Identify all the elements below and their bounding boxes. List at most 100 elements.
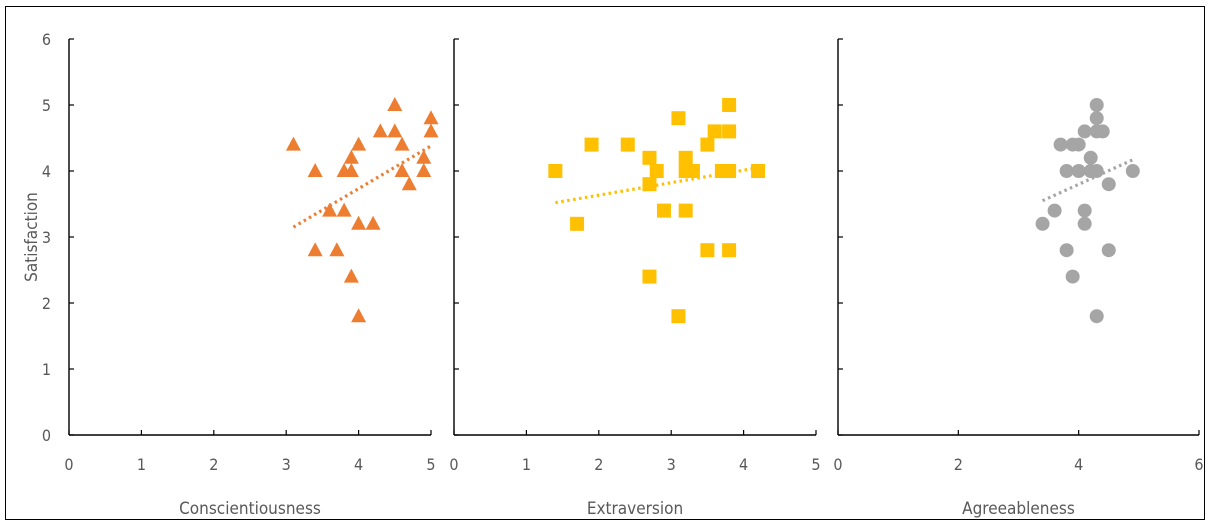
data-point (343, 163, 359, 177)
data-point (722, 124, 737, 139)
x-tick-label: 1 (137, 455, 146, 474)
data-point (307, 242, 323, 257)
data-point (1083, 150, 1098, 165)
data-point (1035, 216, 1050, 231)
data-point (336, 202, 352, 217)
trendline (1041, 158, 1134, 203)
data-point (322, 202, 338, 217)
x-tick-label: 4 (354, 455, 363, 474)
data-point (1047, 203, 1062, 218)
x-tick-label: 4 (1074, 455, 1083, 474)
panel-agreeableness: 0 2 4 6 Agreeableness (833, 38, 1204, 519)
data-point (1089, 164, 1104, 178)
data-point (285, 136, 301, 151)
data-point (570, 216, 585, 231)
data-point (1077, 203, 1092, 218)
data-point (671, 309, 686, 324)
chart-border (5, 6, 1205, 520)
data-point (678, 150, 693, 165)
x-tick-label: 4 (739, 455, 748, 474)
data-point (1059, 164, 1074, 178)
data-point (423, 110, 439, 125)
data-point (1089, 98, 1104, 112)
data-point (401, 176, 417, 191)
data-point (351, 215, 367, 230)
data-point (671, 111, 686, 126)
data-point (416, 149, 432, 164)
data-point (1125, 164, 1140, 178)
data-point (700, 243, 715, 258)
data-point (707, 124, 722, 139)
x-axis-label: Conscientiousness (179, 499, 321, 519)
y-tick-label: 6 (42, 30, 51, 49)
data-point (722, 243, 737, 258)
trendline (292, 144, 432, 229)
y-tick-label: 4 (42, 162, 51, 181)
y-axis-label: Satisfaction (22, 192, 42, 282)
data-point (700, 137, 715, 152)
data-point (722, 164, 737, 178)
x-axis-label: Extraversion (587, 499, 683, 519)
data-point (548, 164, 563, 178)
data-point (620, 137, 635, 152)
panel-conscientiousness: 0 1 2 3 4 5 6 0 1 2 3 4 5 Conscientiousness (42, 30, 439, 519)
data-point (642, 150, 657, 165)
data-point (423, 123, 439, 138)
x-tick-label: 2 (209, 455, 218, 474)
x-tick-label: 5 (426, 455, 435, 474)
data-point (416, 163, 432, 177)
data-point (1059, 243, 1074, 258)
y-tick-label: 1 (42, 360, 51, 379)
data-point (307, 163, 323, 177)
trendline (555, 166, 759, 205)
data-point (1071, 137, 1086, 152)
data-point (387, 97, 403, 111)
data-point (394, 136, 410, 151)
x-tick-label: 1 (522, 455, 531, 474)
data-point (678, 203, 693, 218)
data-point (394, 163, 410, 177)
x-tick-label: 3 (667, 455, 676, 474)
x-tick-label: 3 (282, 455, 291, 474)
data-point (387, 123, 403, 138)
panel-extraversion: 0 1 2 3 4 5 Extraversion (449, 38, 821, 519)
data-point (1071, 164, 1086, 178)
data-point (649, 164, 664, 178)
data-point (722, 98, 737, 112)
data-point (343, 268, 359, 283)
x-tick-label: 0 (449, 455, 458, 474)
data-point (372, 123, 388, 138)
data-point (1053, 137, 1068, 152)
data-point (1089, 309, 1104, 324)
data-point (751, 164, 766, 178)
data-point (1077, 216, 1092, 231)
data-point (1095, 124, 1110, 139)
x-tick-label: 0 (64, 455, 73, 474)
x-tick-label: 0 (833, 455, 842, 474)
data-point (584, 137, 599, 152)
y-tick-label: 0 (42, 426, 51, 445)
data-point (1101, 243, 1116, 258)
x-tick-label: 2 (954, 455, 963, 474)
data-point (329, 242, 345, 257)
data-point (642, 269, 657, 284)
data-point (351, 308, 367, 323)
x-tick-label: 2 (594, 455, 603, 474)
data-point (351, 136, 367, 151)
data-point (656, 203, 671, 218)
data-point (343, 149, 359, 164)
x-tick-label: 6 (1194, 455, 1203, 474)
data-point (1089, 111, 1104, 126)
x-axis-label: Agreeableness (962, 499, 1075, 519)
data-point (642, 177, 657, 192)
y-tick-label: 3 (42, 228, 51, 247)
data-point (1101, 177, 1116, 192)
data-point (365, 215, 381, 230)
data-point (1077, 124, 1092, 139)
data-point (1065, 269, 1080, 284)
x-tick-label: 5 (811, 455, 820, 474)
y-tick-label: 5 (42, 96, 51, 115)
y-tick-label: 2 (42, 294, 51, 313)
